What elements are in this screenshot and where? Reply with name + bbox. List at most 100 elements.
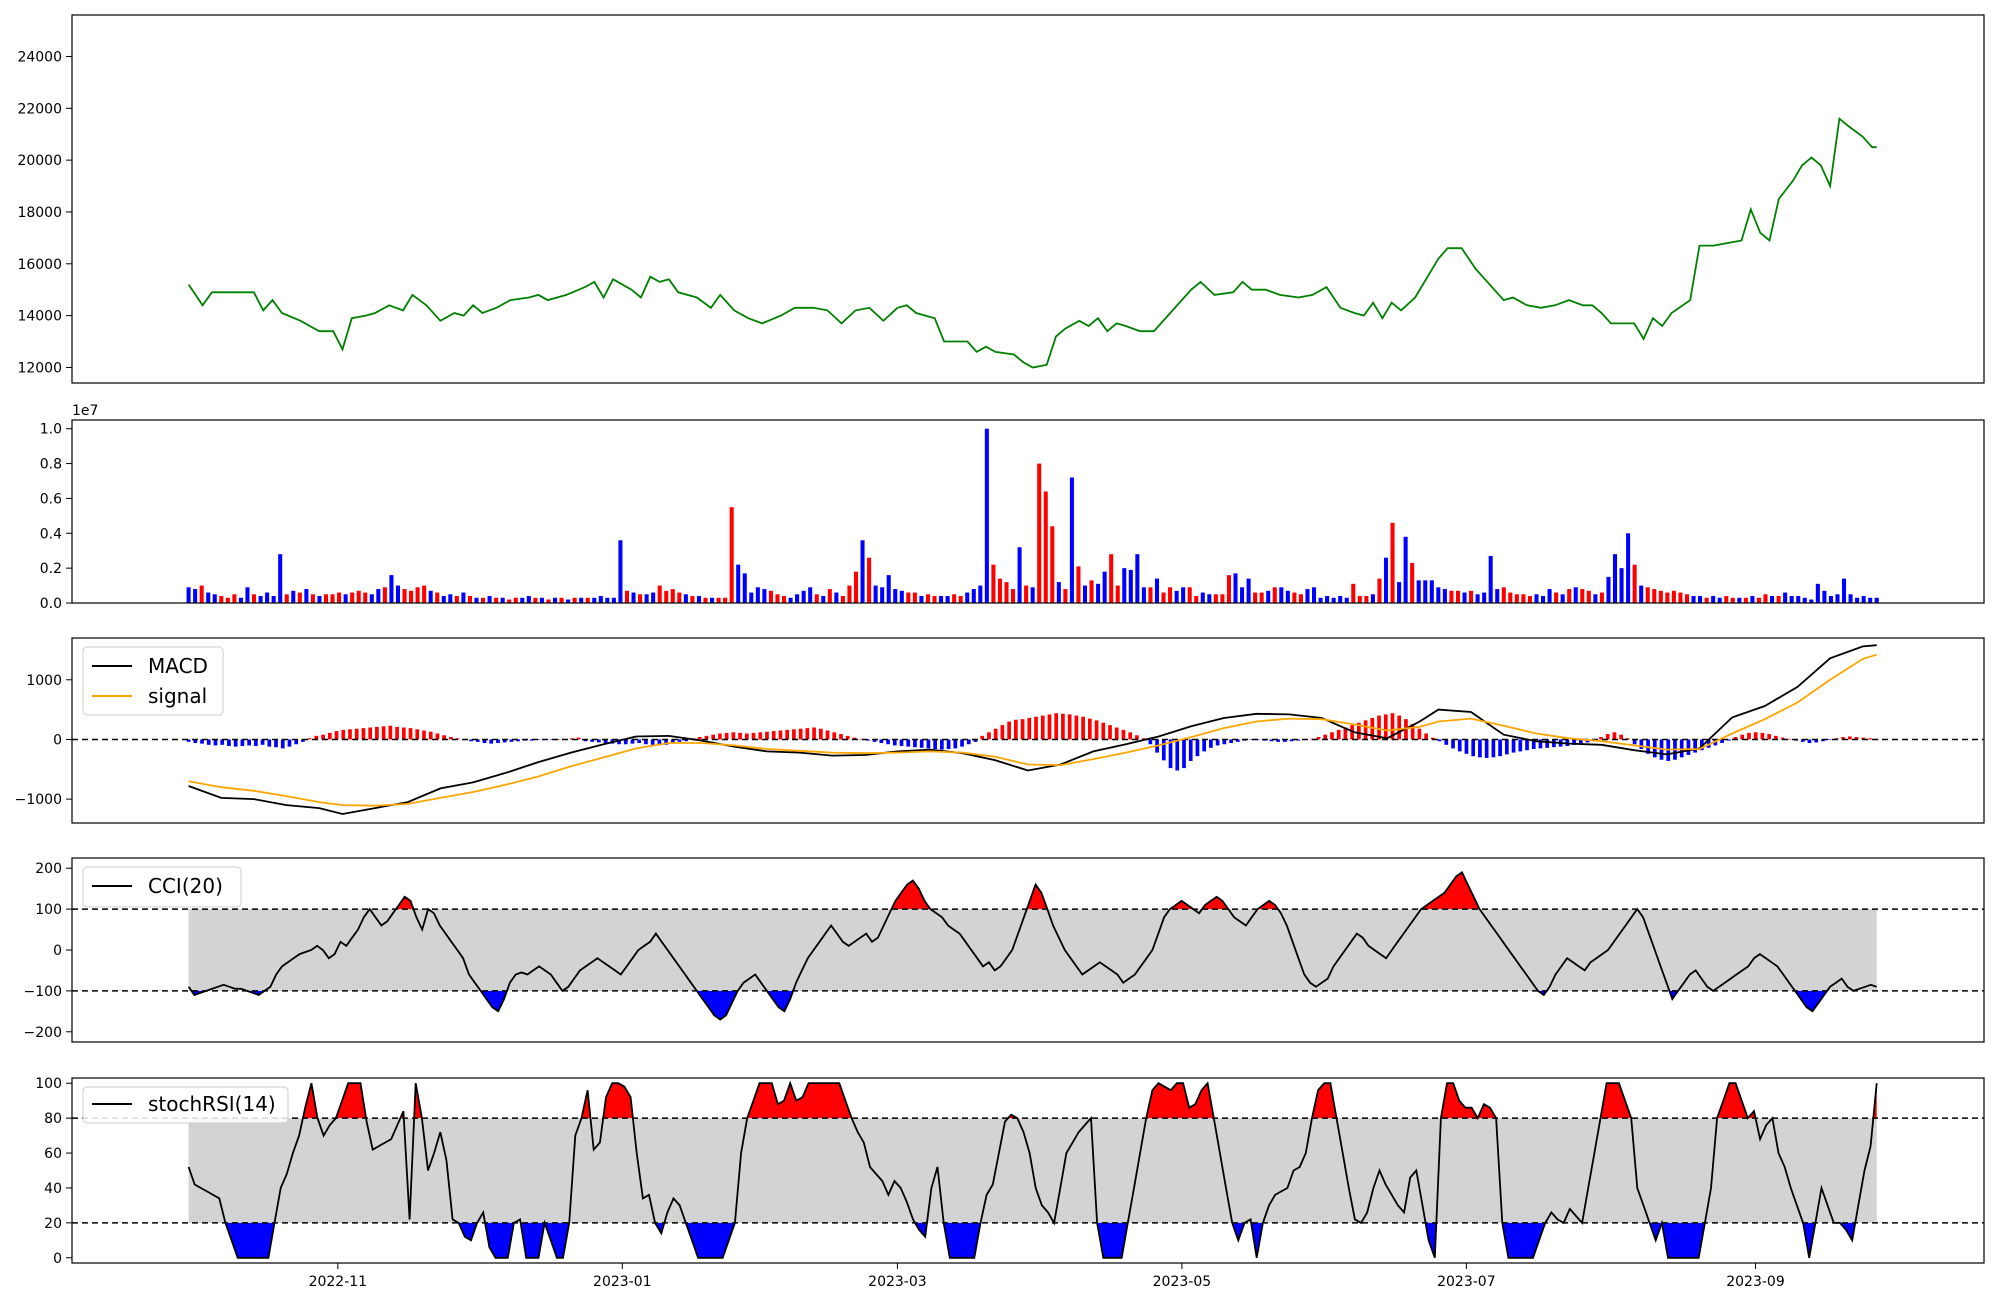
- volume-bar: [467, 596, 472, 603]
- volume-bar: [1750, 596, 1755, 603]
- macd-histogram-bar: [812, 727, 816, 740]
- volume-bar: [317, 596, 322, 603]
- macd-histogram-bar: [1740, 734, 1745, 740]
- volume-bar: [834, 592, 839, 603]
- volume-bar: [1024, 585, 1029, 603]
- macd-histogram-bar: [395, 726, 399, 740]
- stochrsi-ytick-label: 0: [53, 1251, 62, 1267]
- volume-y-axis: 0.0 0.2 0.4 0.6 0.8 1.0: [40, 422, 72, 612]
- volume-bar: [566, 599, 571, 603]
- volume-bar: [1501, 587, 1506, 603]
- macd-histogram-bar: [1706, 739, 1711, 748]
- macd-histogram-bar: [1504, 739, 1509, 755]
- volume-bar: [304, 589, 309, 603]
- macd-histogram-bar: [1861, 737, 1866, 740]
- volume-bar: [1181, 587, 1186, 603]
- macd-histogram-bar: [872, 739, 877, 742]
- macd-ytick-label: 1000: [26, 673, 62, 689]
- stochrsi-line: [187, 1080, 1878, 1259]
- volume-bar: [781, 596, 787, 603]
- stochrsi-ytick-label: 100: [35, 1076, 62, 1092]
- stochrsi-panel: 0 20 40 60 80 100 stochRSI(14): [35, 1076, 1985, 1267]
- volume-bar: [1318, 597, 1323, 603]
- volume-bar: [448, 594, 453, 603]
- cci-y-axis: −200 −100 0 100 200: [24, 861, 72, 1041]
- volume-bar: [1861, 596, 1866, 603]
- volume-bar: [1351, 583, 1356, 603]
- volume-bar: [1220, 594, 1225, 603]
- signal-line: [188, 653, 1877, 807]
- volume-bar: [559, 597, 564, 603]
- volume-bar: [1645, 587, 1650, 603]
- volume-bar: [788, 597, 793, 603]
- volume-bar: [840, 596, 845, 603]
- volume-bar: [350, 592, 355, 603]
- volume-bar: [1063, 589, 1068, 603]
- volume-bar: [1855, 597, 1860, 603]
- macd-histogram-bar: [805, 728, 810, 740]
- volume-bar: [1403, 536, 1408, 603]
- volume-frame: [71, 419, 1985, 604]
- stochrsi-frame: [71, 1077, 1985, 1264]
- volume-bar: [638, 594, 643, 603]
- volume-bar: [1069, 477, 1074, 603]
- volume-bar: [251, 594, 257, 603]
- macd-histogram-bar: [1330, 732, 1334, 740]
- volume-bar: [605, 597, 610, 603]
- volume-bar: [487, 596, 492, 603]
- macd-histogram-bar: [294, 739, 299, 745]
- macd-histogram-bar: [1377, 715, 1381, 740]
- volume-bar: [1554, 592, 1559, 603]
- macd-histogram-bar: [1188, 739, 1193, 761]
- volume-bar: [1730, 597, 1735, 603]
- volume-bar: [212, 594, 217, 603]
- macd-histogram-bar: [186, 739, 191, 742]
- volume-bar: [297, 592, 302, 603]
- x-tick-label: 2023-01: [593, 1274, 652, 1290]
- volume-bar: [1665, 592, 1670, 603]
- macd-histogram-bar: [1525, 739, 1529, 751]
- macd-histogram-bar: [650, 739, 655, 745]
- macd-histogram-bar: [556, 739, 561, 740]
- macd-histogram-bar: [771, 731, 776, 740]
- macd-histogram-bar: [1054, 713, 1059, 740]
- price-ytick-label: 12000: [17, 360, 62, 376]
- macd-histogram-bar: [1700, 739, 1704, 751]
- macd-histogram-bar: [1444, 739, 1449, 745]
- macd-histogram-bar: [220, 739, 225, 745]
- macd-histogram-bar: [482, 739, 487, 744]
- macd-histogram-bar: [1081, 716, 1085, 740]
- macd-histogram-bar: [987, 732, 991, 740]
- volume-bar: [422, 585, 427, 603]
- macd-histogram-bar: [1296, 739, 1301, 741]
- volume-ytick-label: 0.6: [40, 491, 62, 507]
- macd-histogram-bar: [603, 739, 608, 744]
- volume-bar: [1004, 582, 1009, 603]
- volume-bar: [1128, 569, 1133, 603]
- volume-bar: [415, 587, 420, 603]
- macd-histogram-bar: [792, 729, 796, 740]
- macd-histogram-bar: [644, 739, 648, 745]
- volume-bar: [552, 597, 558, 603]
- macd-histogram-bar: [1168, 739, 1173, 769]
- macd-histogram-bar: [516, 739, 520, 742]
- volume-bar: [1770, 596, 1775, 603]
- volume-bar: [1377, 578, 1382, 603]
- volume-bar: [912, 592, 917, 603]
- volume-bar: [755, 587, 760, 603]
- macd-histogram-bar: [1370, 717, 1375, 740]
- volume-bar: [206, 592, 211, 603]
- volume-ytick-label: 1.0: [40, 422, 62, 438]
- volume-bar: [507, 599, 512, 603]
- macd-histogram-bar: [321, 734, 325, 740]
- volume-panel: 0.0 0.2 0.4 0.6 0.8 1.0 1e7: [40, 403, 1985, 612]
- cci-marks-group: [72, 870, 1984, 1021]
- macd-histogram-bar: [1316, 737, 1321, 740]
- volume-ytick-label: 0.2: [40, 561, 62, 577]
- macd-histogram-bar: [1787, 738, 1792, 740]
- stochrsi-ytick-label: 60: [44, 1146, 62, 1162]
- macd-histogram-bar: [206, 739, 211, 745]
- volume-bar: [1822, 590, 1827, 603]
- volume-bar: [585, 597, 590, 603]
- price-line: [187, 116, 1877, 369]
